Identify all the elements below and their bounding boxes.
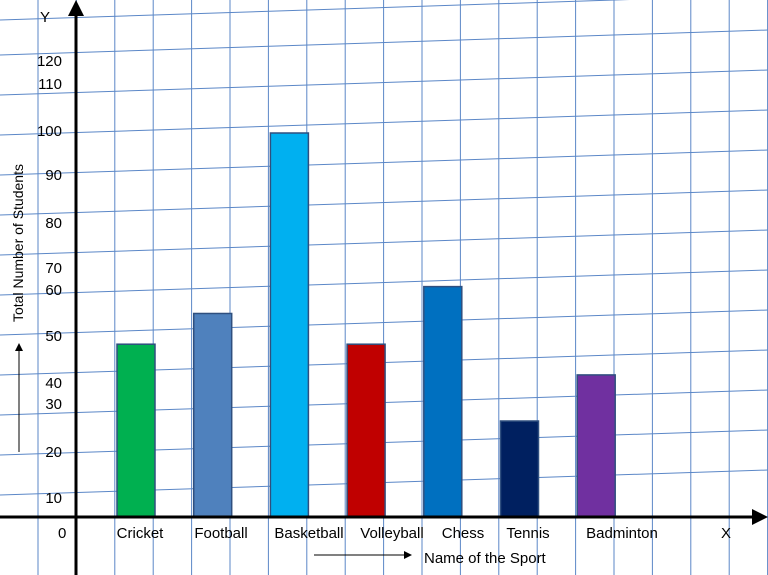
x-axis-title: Name of the Sport [424, 550, 547, 567]
y-tick-label: 80 [45, 215, 62, 232]
y-tick-label: 120 [37, 53, 62, 70]
bar-chess [423, 285, 463, 518]
y-tick-label: 50 [45, 328, 62, 345]
category-label-basketball: Basketball [274, 525, 343, 542]
category-label-tennis: Tennis [506, 525, 549, 542]
category-label-football: Football [194, 525, 247, 542]
y-label-arrow [15, 343, 23, 452]
y-tick-label: 60 [45, 282, 62, 299]
bar-football [192, 312, 233, 518]
origin-label: 0 [58, 525, 66, 542]
y-tick-labels: 10 20 30 40 50 60 70 80 90 100 110 120 [37, 53, 62, 507]
y-tick-label: 110 [38, 76, 62, 93]
y-axis-arrow [68, 0, 84, 16]
x-label-arrow [314, 551, 412, 559]
bar-tennis [499, 420, 540, 518]
bar-volleyball [346, 343, 386, 518]
y-axis-letter: Y [40, 9, 50, 26]
bar-badminton [576, 374, 616, 518]
category-label-badminton: Badminton [586, 525, 658, 542]
y-tick-label: 90 [45, 167, 62, 184]
bar-basketball [269, 132, 310, 518]
y-axis-title: Total Number of Students [10, 164, 26, 322]
x-axis-arrow [752, 509, 768, 525]
x-axis-letter: X [721, 525, 731, 542]
labels: Y X 0 Name of the Sport Total Number of … [10, 9, 731, 567]
y-tick-label: 10 [45, 490, 62, 507]
y-tick-label: 30 [45, 396, 62, 413]
y-tick-label: 40 [45, 375, 62, 392]
category-label-chess: Chess [442, 525, 485, 542]
category-labels: Cricket Football Basketball Volleyball Chess… [117, 525, 658, 542]
bar-cricket [116, 343, 156, 518]
y-tick-label: 70 [45, 260, 62, 277]
category-label-cricket: Cricket [117, 525, 165, 542]
bars [116, 132, 616, 518]
category-label-volleyball: Volleyball [360, 525, 423, 542]
y-tick-label: 100 [37, 123, 62, 140]
y-tick-label: 20 [45, 444, 62, 461]
